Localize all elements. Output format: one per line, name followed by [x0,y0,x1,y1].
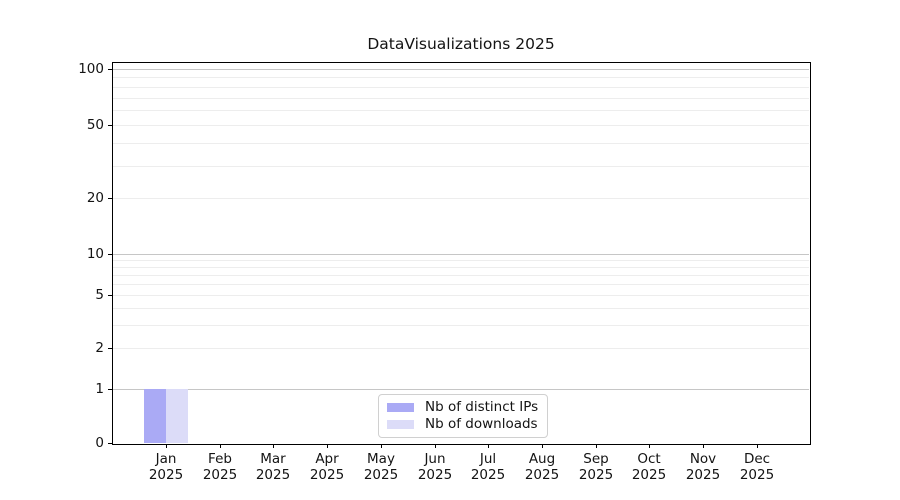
x-tick-label-aug: Aug 2025 [524,451,560,483]
gridline-y-80 [113,87,809,88]
y-tick-label-10: 10 [86,246,104,262]
gridline-y-4 [113,308,809,309]
x-tick-label-jul: Jul 2025 [470,451,506,483]
y-tick-mark-1 [108,389,112,390]
y-tick-label-2: 2 [95,340,104,356]
y-tick-label-1: 1 [95,381,104,397]
legend: Nb of distinct IPs Nb of downloads [378,394,549,438]
gridline-y-40 [113,143,809,144]
gridline-y-1 [113,389,809,390]
legend-item-distinct-ips: Nb of distinct IPs [387,400,538,415]
x-tick-mark-aug [542,444,543,448]
x-tick-label-dec: Dec 2025 [739,451,775,483]
gridline-y-5 [113,295,809,296]
legend-item-downloads: Nb of downloads [387,417,538,432]
y-tick-mark-5 [108,295,112,296]
x-tick-mark-may [381,444,382,448]
bar-nb-of-distinct-ips-jan [144,389,166,443]
y-tick-mark-50 [108,125,112,126]
x-tick-label-apr: Apr 2025 [309,451,345,483]
x-tick-mark-jun [435,444,436,448]
gridline-y-20 [113,198,809,199]
x-tick-label-jan: Jan 2025 [148,451,184,483]
y-tick-mark-100 [108,69,112,70]
gridline-y-30 [113,166,809,167]
legend-label-distinct-ips: Nb of distinct IPs [425,399,539,415]
y-tick-label-20: 20 [86,190,104,206]
x-tick-label-oct: Oct 2025 [631,451,667,483]
x-tick-mark-jul [488,444,489,448]
legend-label-downloads: Nb of downloads [425,416,538,432]
gridline-y-2 [113,348,809,349]
y-tick-mark-0 [108,443,112,444]
gridline-y-6 [113,284,809,285]
x-tick-label-may: May 2025 [363,451,399,483]
plot-area [112,62,811,445]
y-tick-label-5: 5 [95,287,104,303]
gridline-y-7 [113,275,809,276]
y-tick-label-50: 50 [86,117,104,133]
x-tick-mark-sep [596,444,597,448]
legend-swatch-distinct-ips [387,403,414,412]
x-tick-mark-dec [757,444,758,448]
x-tick-mark-apr [327,444,328,448]
x-tick-mark-nov [703,444,704,448]
gridline-y-50 [113,125,809,126]
x-tick-mark-feb [220,444,221,448]
y-tick-mark-10 [108,254,112,255]
chart-title: DataVisualizations 2025 [367,35,555,53]
gridline-y-60 [113,110,809,111]
gridline-y-70 [113,98,809,99]
bar-nb-of-downloads-jan [166,389,188,443]
x-tick-label-nov: Nov 2025 [685,451,721,483]
gridline-y-10 [113,254,809,255]
x-tick-mark-jan [166,444,167,448]
y-tick-mark-2 [108,348,112,349]
x-tick-label-feb: Feb 2025 [202,451,238,483]
x-tick-mark-mar [273,444,274,448]
x-tick-label-mar: Mar 2025 [255,451,291,483]
y-tick-label-100: 100 [78,61,104,77]
x-tick-label-sep: Sep 2025 [578,451,614,483]
x-tick-label-jun: Jun 2025 [417,451,453,483]
y-tick-label-0: 0 [95,435,104,451]
gridline-y-100 [113,69,809,70]
gridline-y-3 [113,325,809,326]
gridline-y-9 [113,260,809,261]
gridline-y-8 [113,267,809,268]
gridline-y-90 [113,77,809,78]
x-tick-mark-oct [649,444,650,448]
legend-swatch-downloads [387,420,414,429]
y-tick-mark-20 [108,198,112,199]
